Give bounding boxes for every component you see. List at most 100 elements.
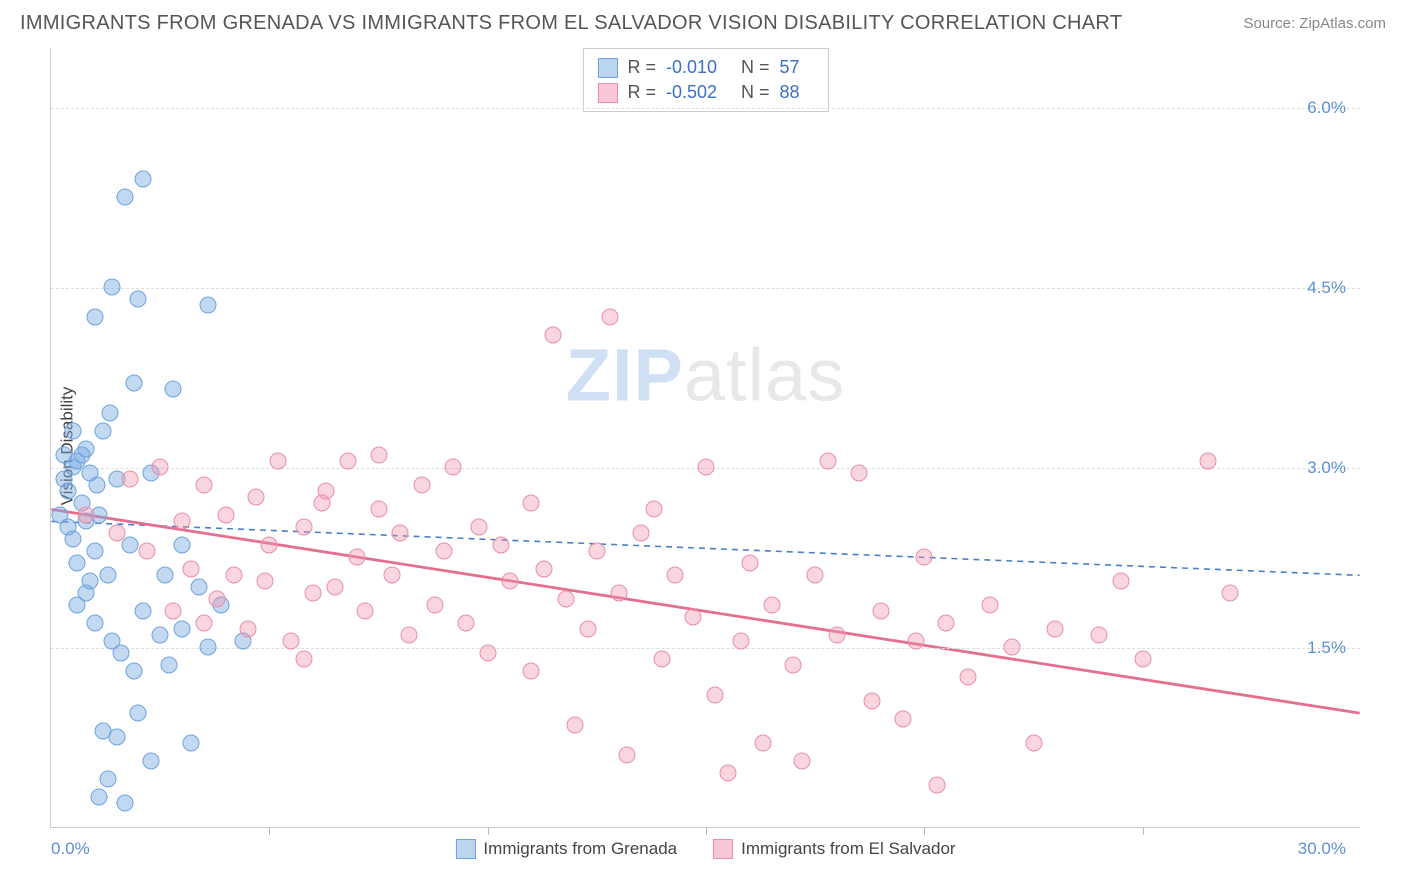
data-point — [370, 447, 387, 464]
data-point — [654, 651, 671, 668]
y-tick-label: 3.0% — [1307, 458, 1346, 478]
data-point — [195, 615, 212, 632]
data-point — [567, 717, 584, 734]
data-point — [863, 693, 880, 710]
data-point — [960, 669, 977, 686]
data-point — [270, 453, 287, 470]
data-point — [479, 645, 496, 662]
legend-item: Immigrants from Grenada — [455, 839, 677, 859]
data-point — [112, 645, 129, 662]
data-point — [645, 501, 662, 518]
data-point — [401, 627, 418, 644]
r-value: -0.502 — [666, 82, 717, 103]
legend-swatch — [713, 839, 733, 859]
x-tick — [488, 827, 489, 835]
data-point — [200, 639, 217, 656]
trend-line — [51, 521, 1359, 575]
data-point — [1091, 627, 1108, 644]
data-point — [156, 567, 173, 584]
data-point — [470, 519, 487, 536]
data-point — [248, 489, 265, 506]
x-tick — [1143, 827, 1144, 835]
data-point — [536, 561, 553, 578]
gridline — [51, 288, 1360, 289]
data-point — [86, 309, 103, 326]
data-point — [165, 381, 182, 398]
x-tick — [269, 827, 270, 835]
data-point — [108, 525, 125, 542]
data-point — [1047, 621, 1064, 638]
data-point — [261, 537, 278, 554]
data-point — [938, 615, 955, 632]
data-point — [134, 603, 151, 620]
data-point — [208, 591, 225, 608]
data-point — [829, 627, 846, 644]
data-point — [684, 609, 701, 626]
data-point — [907, 633, 924, 650]
data-point — [326, 579, 343, 596]
data-point — [69, 597, 86, 614]
data-point — [64, 531, 81, 548]
data-point — [239, 621, 256, 638]
data-point — [820, 453, 837, 470]
data-point — [850, 465, 867, 482]
data-point — [1112, 573, 1129, 590]
data-point — [121, 471, 138, 488]
data-point — [117, 189, 134, 206]
data-point — [1003, 639, 1020, 656]
data-point — [86, 543, 103, 560]
legend-label: Immigrants from El Salvador — [741, 839, 955, 859]
data-point — [741, 555, 758, 572]
data-point — [339, 453, 356, 470]
legend-stat-row: R = -0.502 N = 88 — [597, 80, 813, 105]
legend-stats-box: R =-0.010N =57R =-0.502N =88 — [582, 48, 828, 112]
chart-title: IMMIGRANTS FROM GRENADA VS IMMIGRANTS FR… — [20, 12, 1122, 35]
data-point — [174, 621, 191, 638]
data-point — [165, 603, 182, 620]
data-point — [69, 555, 86, 572]
data-point — [296, 519, 313, 536]
data-point — [143, 753, 160, 770]
data-point — [794, 753, 811, 770]
data-point — [601, 309, 618, 326]
data-point — [523, 495, 540, 512]
legend-series: Immigrants from Grenada Immigrants from E… — [455, 839, 955, 859]
data-point — [95, 423, 112, 440]
data-point — [99, 567, 116, 584]
data-point — [370, 501, 387, 518]
data-point — [125, 663, 142, 680]
data-point — [357, 603, 374, 620]
data-point — [195, 477, 212, 494]
data-point — [256, 573, 273, 590]
data-point — [698, 459, 715, 476]
data-point — [130, 291, 147, 308]
data-point — [523, 663, 540, 680]
n-label: N = — [741, 57, 770, 78]
data-point — [77, 507, 94, 524]
data-point — [807, 567, 824, 584]
data-point — [99, 771, 116, 788]
data-point — [558, 591, 575, 608]
legend-swatch — [597, 83, 617, 103]
data-point — [121, 537, 138, 554]
x-axis-end: 30.0% — [1298, 839, 1346, 859]
r-label: R = — [627, 57, 656, 78]
data-point — [174, 513, 191, 530]
n-label: N = — [741, 82, 770, 103]
data-point — [754, 735, 771, 752]
r-label: R = — [627, 82, 656, 103]
data-point — [632, 525, 649, 542]
x-tick — [924, 827, 925, 835]
data-point — [732, 633, 749, 650]
data-point — [200, 297, 217, 314]
chart-plot-area: ZIPatlas R =-0.010N =57R =-0.502N =88 Im… — [50, 48, 1360, 828]
legend-swatch — [455, 839, 475, 859]
data-point — [383, 567, 400, 584]
data-point — [152, 459, 169, 476]
n-value: 88 — [780, 82, 800, 103]
data-point — [101, 405, 118, 422]
data-point — [160, 657, 177, 674]
data-point — [1025, 735, 1042, 752]
data-point — [117, 795, 134, 812]
data-point — [226, 567, 243, 584]
